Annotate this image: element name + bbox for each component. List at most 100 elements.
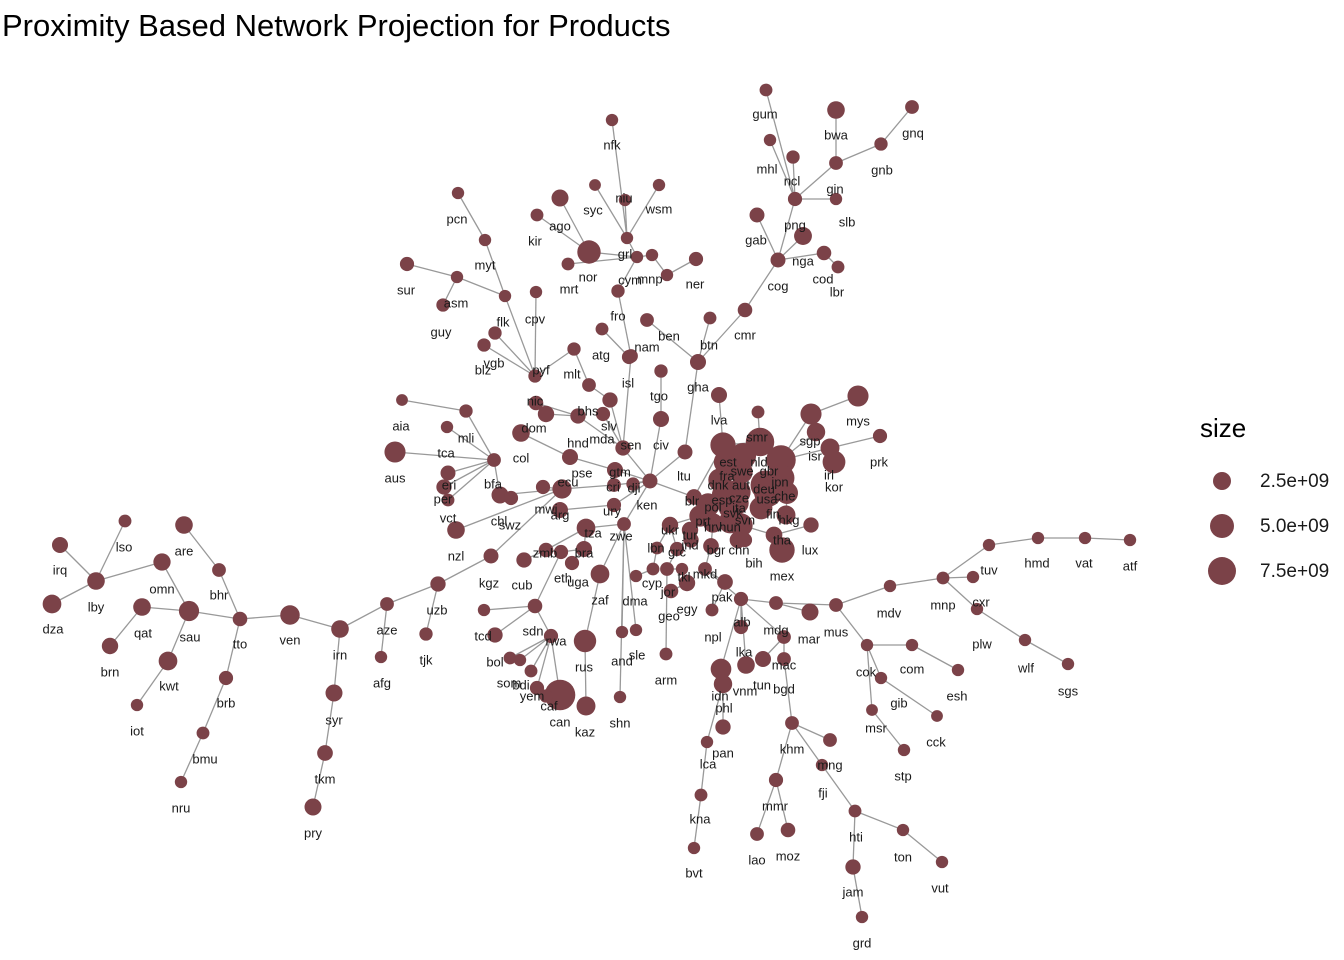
node-label-lso: lso [116,539,133,554]
legend-item-small: 2.5e+09 [1204,463,1344,499]
node-label-mli: mli [458,430,475,445]
node-bfa [487,453,501,467]
node-label-sau: sau [180,629,201,644]
node-kwt [158,651,178,671]
node-omn [153,553,171,571]
node-label-mmr: mmr [762,798,789,813]
node-label-cog: cog [768,278,789,293]
node-isl [624,349,638,363]
legend-label-small: 2.5e+09 [1260,471,1330,492]
node-label-nru: nru [172,800,191,815]
node-label-rus: rus [575,659,594,674]
node-tha [765,526,783,544]
node-label-mkd: mkd [693,566,718,581]
node-label-svk: svk [723,505,743,520]
node-brb [218,670,234,686]
node-label-cri: cri [606,479,620,494]
edge-niu-grl [594,184,628,239]
node-label-btn: btn [700,337,718,352]
node-label-brn: brn [101,664,120,679]
node-msr [866,704,878,716]
node-irl [820,438,840,458]
edge-tuv-hmd [988,537,1039,546]
node-eth [553,544,569,560]
node-lbr [831,260,845,274]
node-irn [331,620,349,638]
node-hkg [776,505,796,525]
legend-label-medium: 5.0e+09 [1260,516,1330,537]
node-label-cck: cck [926,734,946,749]
node-label-kna: kna [690,811,712,826]
node-label-ind: ind [681,537,698,552]
node-nfk [605,113,619,127]
edge-hnd-sen [577,415,624,449]
node-label-col: col [513,450,530,465]
node-tgo [654,364,668,378]
node-label-tza: tza [584,525,602,540]
edge-aia-mli [401,399,467,412]
node-syc [618,193,632,207]
node-niu [589,179,601,191]
edge-gab-cog [756,214,779,261]
node-slb2 [513,653,527,667]
node-label-tur: tur [682,527,698,542]
node-label-mnp: mnp [930,597,955,612]
node-vut [935,855,949,869]
edge-mus-cok [835,604,868,646]
node-label-dnk: dnk [708,477,729,492]
node-zaf [590,564,610,584]
node-mnp [936,571,950,585]
node-label-irq: irq [53,562,67,577]
edge-eri-bfa [447,459,495,474]
legend-dot-large [1207,556,1237,586]
node-yem [529,680,545,696]
node-label-hun: hun [719,519,741,534]
edge-aus-bfa [394,451,495,461]
edge-wsm-grl [626,184,660,239]
legend-label-large: 7.5e+09 [1260,561,1330,582]
node-label-tcd: tcd [474,628,491,643]
node-ncl [786,150,800,164]
node-pak [717,574,733,590]
node-label-sen: sen [621,437,642,452]
node-label-deu: deu [753,481,775,496]
node-label-grd: grd [853,935,872,950]
node-bhs [582,378,596,392]
node-label-shn: shn [610,715,631,730]
node-slv [602,392,618,408]
node-label-gha: gha [687,379,709,394]
node-grd [855,910,869,924]
node-label-vct: vct [440,510,457,525]
node-lao [750,827,764,841]
node-cok [860,638,874,652]
legend-dot-small [1212,471,1232,491]
node-label-gbr: gbr [760,463,779,478]
edge-tca-bfa [446,426,495,461]
node-label-gib: gib [890,695,907,710]
node-label-mys: mys [846,413,870,428]
node-myt [478,233,492,247]
node-label-irl: irl [824,467,834,482]
node-label-lbr: lbr [830,284,845,299]
node-hrv [703,513,723,533]
node-ven [280,605,300,625]
node-tkm [317,745,333,761]
node-ltu [677,444,693,460]
node-label-fin: fin [766,506,780,521]
node-label-mnp: mnp [637,271,662,286]
node-vgb [488,326,502,340]
node-label-gab: gab [745,232,767,247]
node-mhl [763,133,777,147]
node-bih [737,532,753,548]
node-syr [325,684,343,702]
node-label-arm: arm [655,672,677,687]
node-label-ner: ner [686,276,705,291]
node-phl [713,674,733,694]
node-label-qat: qat [134,625,152,640]
node-cod [816,245,832,261]
edge-grd-jam [852,866,863,918]
node-label-cpv: cpv [525,311,546,326]
node-label-myt: myt [475,257,496,272]
node-jor [660,562,674,576]
node-label-eri: eri [442,477,457,492]
